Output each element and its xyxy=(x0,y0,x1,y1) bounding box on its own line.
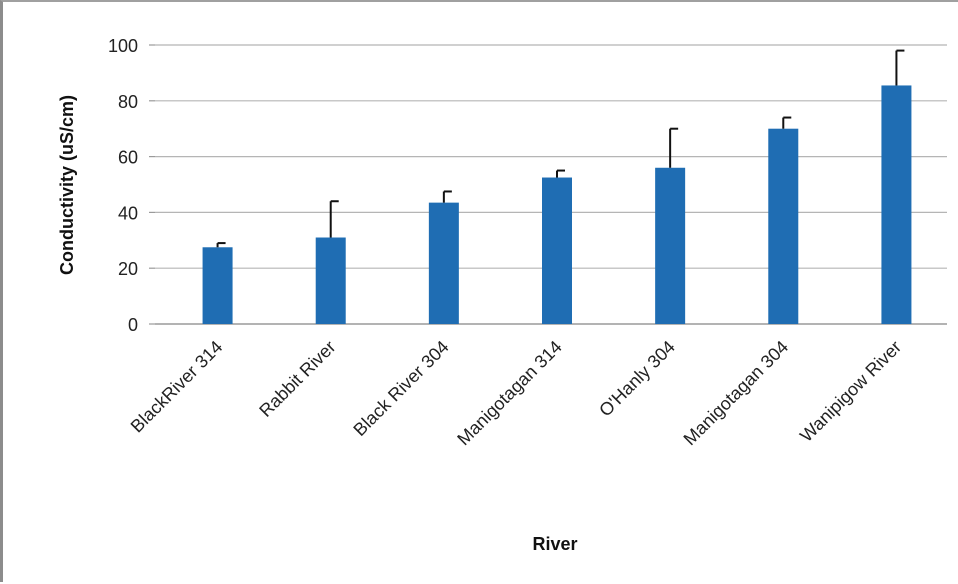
x-tick-label: Manigotagan 314 xyxy=(453,337,566,450)
y-tick-label: 40 xyxy=(118,203,138,223)
y-tick-label: 0 xyxy=(128,315,138,335)
error-bars xyxy=(216,49,905,248)
bar xyxy=(428,202,459,324)
y-tick-label: 60 xyxy=(118,148,138,168)
bars xyxy=(202,85,912,324)
y-tick-label: 80 xyxy=(118,92,138,112)
y-tick-label: 100 xyxy=(108,36,138,56)
x-tick-label: Rabbit River xyxy=(255,337,339,421)
bar xyxy=(768,128,799,324)
x-tick-label: O'Hanly 304 xyxy=(595,337,679,421)
bar xyxy=(202,247,233,324)
x-tick-labels: BlackRiver 314 Rabbit River Black River 30… xyxy=(127,337,906,450)
x-tick-label: Manigotagan 304 xyxy=(680,337,793,450)
x-axis-title: River xyxy=(532,534,577,554)
x-tick-label: BlackRiver 314 xyxy=(127,337,227,437)
y-tick-label: 20 xyxy=(118,259,138,279)
x-tick-label: Black River 304 xyxy=(349,337,452,440)
y-axis-title: Conductivity (uS/cm) xyxy=(57,95,77,275)
bar xyxy=(655,167,686,324)
y-tick-labels: 0 20 40 60 80 100 xyxy=(108,36,138,335)
bar-chart: 0 20 40 60 80 100 BlackRiver 314 Rabbit River B… xyxy=(57,36,947,554)
x-tick-label: Wanipigow River xyxy=(796,337,905,446)
bar xyxy=(315,237,346,324)
bar xyxy=(881,85,912,324)
bar xyxy=(542,177,572,324)
